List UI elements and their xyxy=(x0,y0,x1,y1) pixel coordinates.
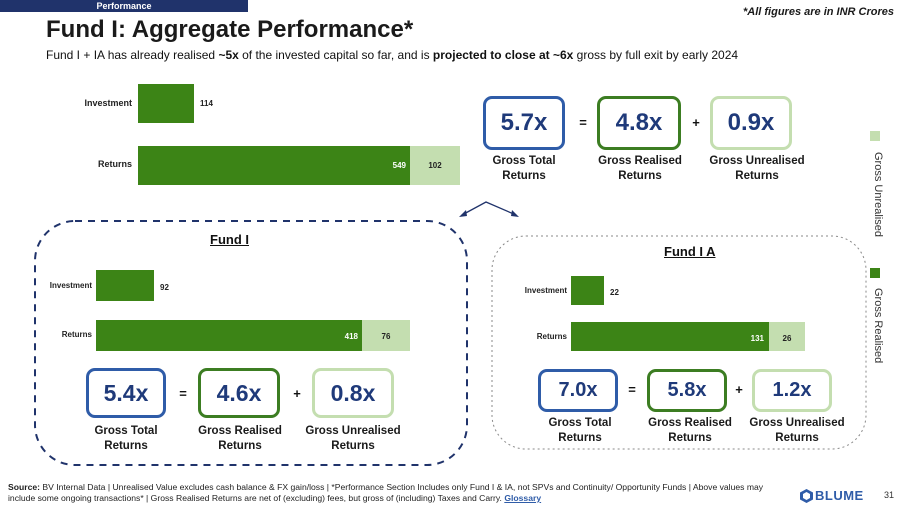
agg-total-multiple: 5.7x xyxy=(483,96,565,150)
fund1a-panel-border xyxy=(491,235,867,450)
connector-lines xyxy=(461,201,517,216)
fund1a-unrealised-caption: Gross Unrealised Returns xyxy=(749,417,845,444)
fund1a-title: Fund I A xyxy=(664,244,716,259)
fund1-investment-label: Investment xyxy=(49,281,92,290)
glossary-link[interactable]: Glossary xyxy=(504,493,542,503)
footer-source-text: BV Internal Data | Unrealised Value excl… xyxy=(8,482,764,503)
agg-realised-multiple: 4.8x xyxy=(597,96,681,150)
currency-note: *All figures are in INR Crores xyxy=(743,6,894,18)
fund1a-returns-label: Returns xyxy=(536,332,567,341)
fund1-realised-multiple: 4.6x xyxy=(198,368,280,418)
fund1a-unrealised-bar xyxy=(769,322,805,351)
page-number: 31 xyxy=(884,490,895,500)
fund1a-total-caption: Gross Total Returns xyxy=(548,417,612,444)
fund1a-investment-bar xyxy=(571,276,604,305)
legend-unrealised-swatch xyxy=(870,131,880,141)
subtitle-bold-1: ~5x xyxy=(218,48,239,62)
fund1a-plus-sign: + xyxy=(735,382,743,397)
section-tag: Performance xyxy=(0,0,248,12)
fund1-unrealised-value: 76 xyxy=(381,332,391,341)
fund1a-total-multiple: 7.0x xyxy=(538,369,618,412)
fund1a-realised-value: 131 xyxy=(750,334,764,343)
footer-source-label: Source: xyxy=(8,482,40,492)
fund1-realised-value: 418 xyxy=(344,332,358,341)
agg-realised-bar xyxy=(138,146,410,185)
fund1a-investment-label: Investment xyxy=(524,286,567,295)
fund1-investment-value: 92 xyxy=(160,283,169,292)
fund1a-unrealised-value: 26 xyxy=(782,334,792,343)
agg-returns-label: Returns xyxy=(97,159,132,169)
agg-total-caption: Gross Total Returns xyxy=(492,155,556,182)
fund1-title: Fund I xyxy=(210,232,249,247)
subtitle-text-3: gross by full exit by early 2024 xyxy=(573,48,739,62)
agg-investment-bar xyxy=(138,84,194,123)
agg-investment-value: 114 xyxy=(200,99,213,108)
fund1-realised-caption: Gross Realised Returns xyxy=(198,425,282,452)
agg-unrealised-bar xyxy=(410,146,460,185)
subtitle-text-1: Fund I + IA has already realised xyxy=(46,48,219,62)
fund1-returns-label: Returns xyxy=(61,330,92,339)
agg-equals-sign: = xyxy=(579,115,587,130)
agg-realised-caption: Gross Realised Returns xyxy=(598,155,682,182)
legend-realised-swatch xyxy=(870,268,880,278)
subtitle-bold-2: projected to close at ~6x xyxy=(432,48,574,62)
agg-unrealised-multiple: 0.9x xyxy=(710,96,792,150)
footer-source: Source: BV Internal Data | Unrealised Va… xyxy=(8,482,788,504)
legend-unrealised-label: Gross Unrealised xyxy=(872,152,884,237)
connector-arrow-right xyxy=(511,210,519,217)
agg-plus-sign: + xyxy=(692,115,700,130)
connector-arrow-left xyxy=(459,210,467,217)
fund1-plus-sign: + xyxy=(293,386,301,401)
fund1-unrealised-bar xyxy=(362,320,410,351)
legend-realised-label: Gross Realised xyxy=(872,288,884,364)
agg-unrealised-value: 102 xyxy=(428,161,442,170)
agg-unrealised-caption: Gross Unrealised Returns xyxy=(709,155,805,182)
fund1a-realised-caption: Gross Realised Returns xyxy=(648,417,732,444)
subtitle-text-2: of the invested capital so far, and is xyxy=(238,48,433,62)
blume-logo-icon xyxy=(800,489,813,508)
brand-name: BLUME xyxy=(815,488,864,503)
fund1a-equals-sign: = xyxy=(628,382,636,397)
fund1a-unrealised-multiple: 1.2x xyxy=(752,369,832,412)
fund1-unrealised-multiple: 0.8x xyxy=(312,368,394,418)
agg-realised-value: 549 xyxy=(392,161,406,170)
page-subtitle: Fund I + IA has already realised ~5x of … xyxy=(46,48,738,62)
fund1a-realised-multiple: 5.8x xyxy=(647,369,727,412)
fund1-total-multiple: 5.4x xyxy=(86,368,166,418)
fund1-total-caption: Gross Total Returns xyxy=(94,425,158,452)
fund1-unrealised-caption: Gross Unrealised Returns xyxy=(305,425,401,452)
fund1-panel-border xyxy=(34,220,468,466)
agg-investment-label: Investment xyxy=(84,98,132,108)
fund1-investment-bar xyxy=(96,270,154,301)
fund1-realised-bar xyxy=(96,320,362,351)
fund1-equals-sign: = xyxy=(179,386,187,401)
page-title: Fund I: Aggregate Performance* xyxy=(46,16,414,43)
fund1a-investment-value: 22 xyxy=(610,288,619,297)
fund1a-realised-bar xyxy=(571,322,769,351)
